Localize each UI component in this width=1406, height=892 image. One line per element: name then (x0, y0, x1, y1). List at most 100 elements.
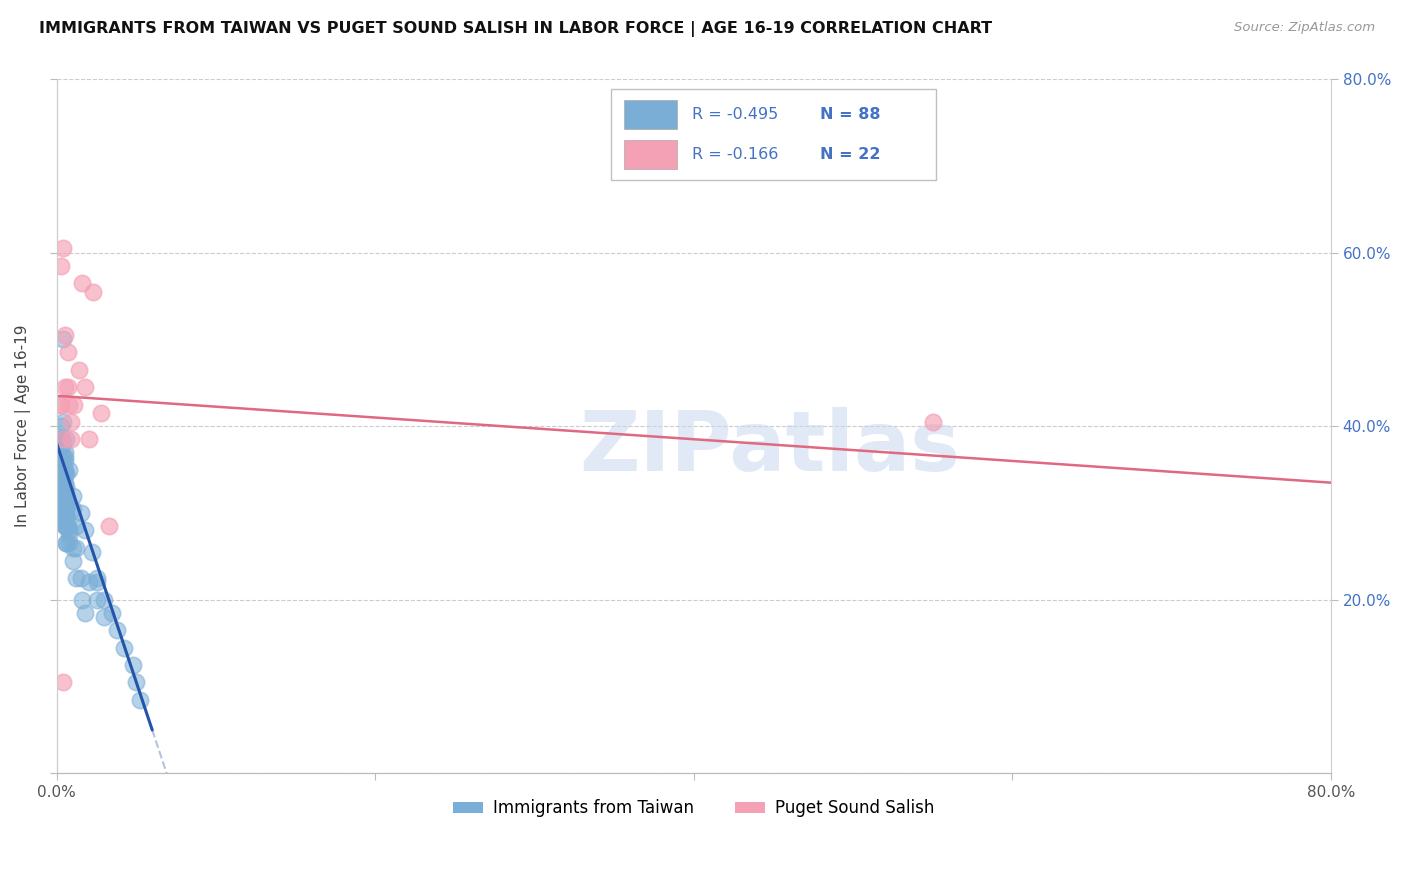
Point (53, 467, 76, 481)
Point (62, 501, 84, 516)
Point (53, 484, 76, 499)
Point (86, 592, 108, 607)
Point (51, 397, 73, 411)
Point (52, 450, 75, 464)
Point (122, 657, 145, 672)
Point (93, 592, 115, 607)
Point (52, 241, 75, 255)
Point (86, 571, 108, 585)
Point (52, 501, 75, 516)
Point (62, 554, 84, 568)
Point (52, 484, 75, 499)
Y-axis label: In Labor Force | Age 16-19: In Labor Force | Age 16-19 (15, 325, 31, 527)
Point (63, 397, 86, 411)
Point (67, 363, 90, 377)
Point (80, 545, 103, 559)
Point (53, 510, 76, 524)
Point (51, 467, 73, 481)
Legend: Immigrants from Taiwan, Puget Sound Salish: Immigrants from Taiwan, Puget Sound Sali… (446, 793, 942, 824)
Point (55, 510, 77, 524)
Point (55, 432, 77, 446)
Point (52, 471, 75, 485)
Point (53, 328, 76, 343)
Point (52, 484, 75, 499)
Point (51, 432, 73, 446)
Point (52, 467, 75, 481)
Point (55, 501, 77, 516)
Point (55, 497, 77, 511)
Point (77, 432, 100, 446)
Point (53, 484, 76, 499)
Point (125, 675, 148, 690)
Point (51, 450, 73, 464)
Point (62, 541, 84, 555)
Text: R = -0.166: R = -0.166 (692, 147, 779, 162)
FancyBboxPatch shape (624, 140, 678, 169)
Point (55, 519, 77, 533)
Point (52, 436, 75, 450)
FancyBboxPatch shape (610, 89, 936, 179)
Point (52, 458, 75, 473)
Point (52, 493, 75, 508)
Point (53, 445, 76, 459)
Point (56, 519, 79, 533)
Point (53, 450, 76, 464)
Point (58, 397, 80, 411)
Text: R = -0.495: R = -0.495 (692, 107, 779, 122)
Text: N = 22: N = 22 (820, 147, 880, 162)
Point (52, 415, 75, 429)
Point (51, 419, 73, 434)
Point (65, 571, 87, 585)
Text: IMMIGRANTS FROM TAIWAN VS PUGET SOUND SALISH IN LABOR FORCE | AGE 16-19 CORRELAT: IMMIGRANTS FROM TAIWAN VS PUGET SOUND SA… (39, 21, 993, 37)
Point (56, 380, 79, 394)
Point (90, 406, 112, 420)
Point (93, 610, 115, 624)
Point (62, 489, 84, 503)
Point (51, 397, 73, 411)
Point (51, 467, 73, 481)
Point (128, 692, 150, 706)
Point (55, 497, 77, 511)
Point (75, 380, 97, 394)
Point (75, 606, 97, 620)
Point (53, 484, 76, 499)
Point (69, 571, 91, 585)
Point (55, 536, 77, 550)
Point (60, 415, 83, 429)
Point (58, 536, 80, 550)
Point (52, 432, 75, 446)
Point (52, 462, 75, 476)
Point (52, 675, 75, 690)
Point (53, 519, 76, 533)
Point (52, 454, 75, 468)
Point (55, 519, 77, 533)
Point (52, 484, 75, 499)
Point (52, 332, 75, 346)
Text: Source: ZipAtlas.com: Source: ZipAtlas.com (1234, 21, 1375, 34)
Point (55, 510, 77, 524)
Point (51, 432, 73, 446)
Point (58, 524, 80, 538)
Text: N = 88: N = 88 (820, 107, 880, 122)
Point (55, 510, 77, 524)
Point (51, 432, 73, 446)
Point (52, 467, 75, 481)
Point (53, 380, 76, 394)
Point (921, 415, 943, 429)
Point (52, 497, 75, 511)
Point (51, 484, 73, 499)
Point (105, 624, 128, 638)
Point (53, 501, 76, 516)
Point (65, 541, 87, 555)
Point (51, 259, 73, 273)
Point (53, 501, 76, 516)
Point (55, 489, 77, 503)
Point (53, 493, 76, 508)
Point (112, 640, 135, 655)
Point (51, 475, 73, 490)
Point (58, 527, 80, 541)
Point (86, 575, 108, 590)
Point (70, 592, 93, 607)
Point (98, 519, 121, 533)
Point (77, 575, 100, 590)
